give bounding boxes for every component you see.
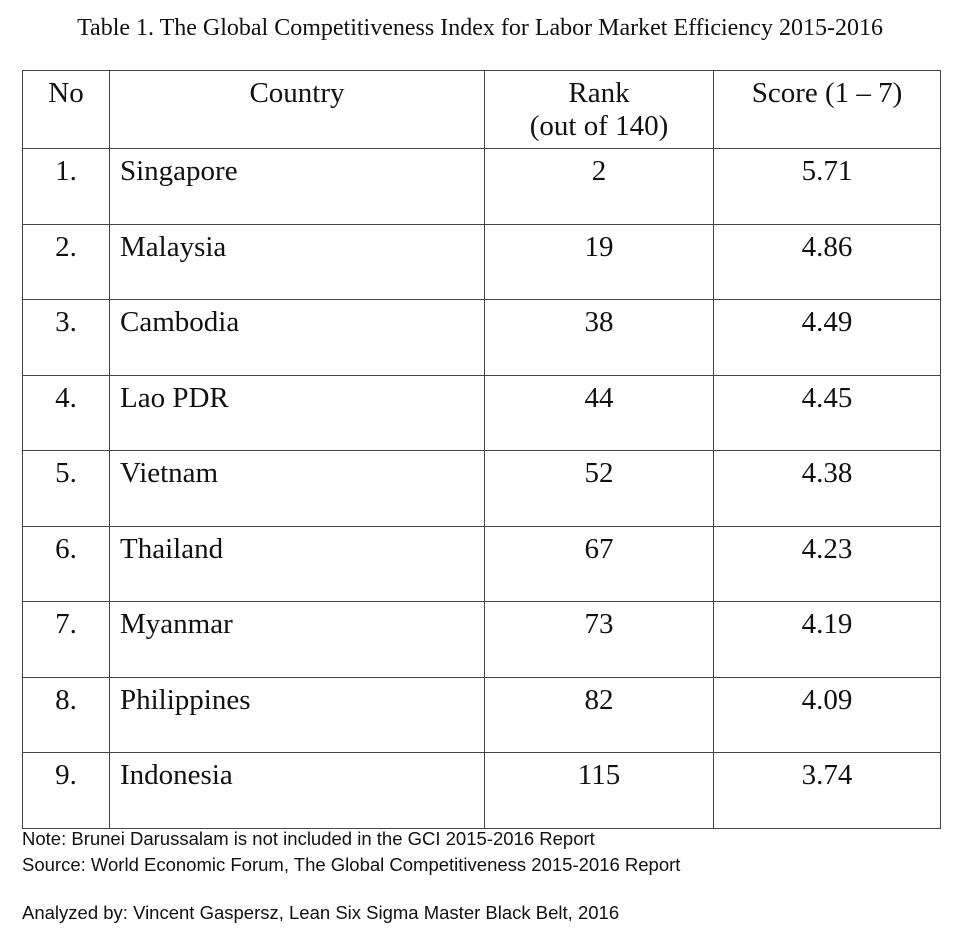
table-row: 9. Indonesia 115 3.74 (22, 752, 941, 829)
source-text: Source: World Economic Forum, The Global… (22, 854, 681, 875)
cell-score: 4.49 (713, 299, 941, 376)
table-row: 7. Myanmar 73 4.19 (22, 601, 941, 678)
cell-no: 2. (22, 223, 110, 300)
cell-rank: 19 (484, 223, 714, 300)
cell-no: 8. (22, 676, 110, 753)
cell-rank: 115 (484, 752, 714, 829)
cell-score: 4.45 (713, 374, 941, 451)
cell-no: 4. (22, 374, 110, 451)
header-country: Country (109, 70, 485, 149)
cell-rank: 52 (484, 450, 714, 527)
table-row: 5. Vietnam 52 4.38 (22, 450, 941, 527)
cell-no: 5. (22, 450, 110, 527)
cell-rank: 38 (484, 299, 714, 376)
cell-score: 5.71 (713, 148, 941, 225)
header-no: No (22, 70, 110, 149)
table-row: 2. Malaysia 19 4.86 (22, 223, 941, 300)
cell-rank: 2 (484, 148, 714, 225)
analyzed-by-text: Analyzed by: Vincent Gaspersz, Lean Six … (22, 902, 620, 923)
cell-rank: 82 (484, 676, 714, 753)
cell-no: 3. (22, 299, 110, 376)
cell-rank: 44 (484, 374, 714, 451)
cell-country: Malaysia (109, 223, 485, 300)
header-rank: Rank (out of 140) (484, 70, 714, 149)
header-score: Score (1 – 7) (713, 70, 941, 149)
competitiveness-table: No Country Rank (out of 140) Score (1 – … (22, 70, 941, 829)
table-row: 8. Philippines 82 4.09 (22, 676, 941, 753)
table-header-row: No Country Rank (out of 140) Score (1 – … (22, 70, 941, 149)
table-row: 4. Lao PDR 44 4.45 (22, 374, 941, 451)
cell-no: 6. (22, 525, 110, 602)
cell-score: 4.19 (713, 601, 941, 678)
cell-score: 4.09 (713, 676, 941, 753)
table-notes: Note: Brunei Darussalam is not included … (22, 826, 680, 878)
cell-country: Myanmar (109, 601, 485, 678)
cell-country: Lao PDR (109, 374, 485, 451)
cell-country: Singapore (109, 148, 485, 225)
cell-rank: 73 (484, 601, 714, 678)
table-title: Table 1. The Global Competitiveness Inde… (77, 15, 883, 41)
table-row: 6. Thailand 67 4.23 (22, 525, 941, 602)
cell-score: 4.86 (713, 223, 941, 300)
table-row: 1. Singapore 2 5.71 (22, 148, 941, 225)
cell-score: 3.74 (713, 752, 941, 829)
header-rank-line1: Rank (568, 77, 630, 109)
note-text: Note: Brunei Darussalam is not included … (22, 828, 595, 849)
table-row: 3. Cambodia 38 4.49 (22, 299, 941, 376)
cell-country: Indonesia (109, 752, 485, 829)
cell-score: 4.38 (713, 450, 941, 527)
cell-score: 4.23 (713, 525, 941, 602)
cell-no: 7. (22, 601, 110, 678)
cell-rank: 67 (484, 525, 714, 602)
cell-country: Philippines (109, 676, 485, 753)
cell-no: 9. (22, 752, 110, 829)
cell-no: 1. (22, 148, 110, 225)
header-rank-line2: (out of 140) (529, 110, 669, 142)
cell-country: Thailand (109, 525, 485, 602)
cell-country: Vietnam (109, 450, 485, 527)
cell-country: Cambodia (109, 299, 485, 376)
